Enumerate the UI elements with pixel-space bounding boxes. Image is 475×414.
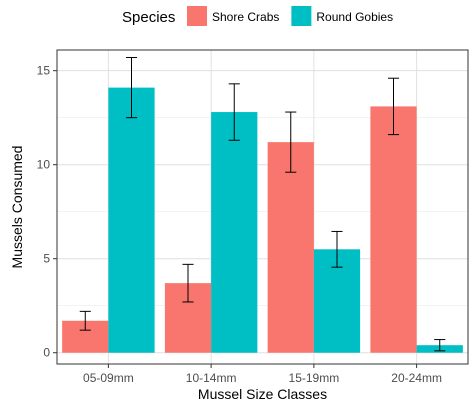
error-bar [79,310,91,331]
y-tick-label: 10 [37,158,51,172]
legend-swatch [291,6,312,26]
legend-title: Species [122,9,175,26]
bars [62,87,463,353]
error-bar [228,83,240,141]
x-tick-label: 20-24mm [391,371,442,385]
error-bar [125,57,138,119]
legend-item: Round Gobies [291,6,393,26]
y-tick-label: 15 [37,64,51,78]
error-bars [79,57,446,352]
panel-border [56,49,469,365]
error-bar [285,111,297,173]
error-bar [387,77,400,136]
axes: 0 5 10 15 05-09mm 10-14mm 15-19mm 20-24mm [37,64,442,385]
x-tick-label: 05-09mm [83,371,134,385]
legend-label: Shore Crabs [212,10,279,24]
legend-swatch [187,6,207,26]
y-axis-label: Mussels Consumed [9,146,25,269]
bar [108,87,155,353]
x-axis-label: Mussel Size Classes [198,386,327,402]
error-bar [182,263,194,303]
legend-label: Round Gobies [316,10,393,24]
bar [211,112,258,353]
bar [267,142,314,353]
y-tick-label: 5 [43,252,50,266]
legend-item: Shore Crabs [187,6,279,26]
x-tick-label: 15-19mm [289,371,340,385]
legend: Species Shore Crabs Round Gobies [122,6,393,26]
x-tick-label: 10-14mm [186,371,237,385]
bar [370,106,417,353]
error-bar [434,339,446,352]
error-bar [331,230,343,268]
y-tick-label: 0 [43,346,50,360]
